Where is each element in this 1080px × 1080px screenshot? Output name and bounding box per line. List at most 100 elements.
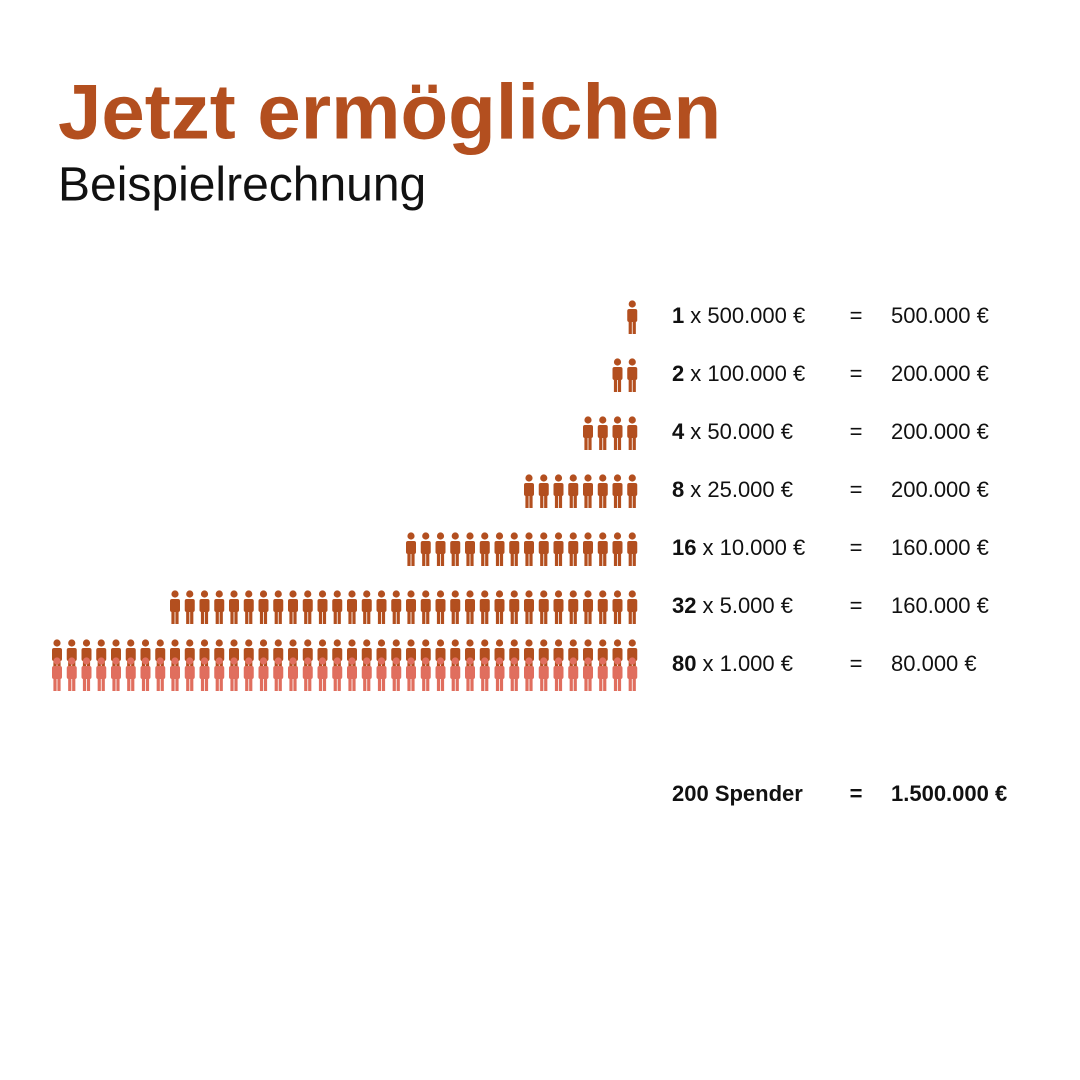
icon-body bbox=[361, 599, 372, 612]
icon-leg bbox=[200, 609, 205, 624]
icon-leg bbox=[599, 609, 603, 624]
amount: x 50.000 € bbox=[690, 419, 793, 444]
icon-leg bbox=[599, 658, 603, 673]
icon-body bbox=[420, 666, 431, 679]
person-icon bbox=[435, 532, 446, 566]
icon-leg bbox=[160, 676, 164, 691]
icon-body bbox=[479, 599, 490, 612]
icon-head bbox=[407, 639, 415, 647]
icon-head bbox=[495, 590, 504, 598]
icon-body bbox=[376, 648, 387, 661]
icon-leg bbox=[540, 676, 544, 691]
icon-head bbox=[599, 532, 607, 540]
person-icon bbox=[170, 657, 180, 691]
person-icon bbox=[597, 416, 608, 450]
icon-body bbox=[184, 666, 195, 679]
icon-leg bbox=[573, 676, 577, 691]
icon-head bbox=[274, 657, 282, 665]
icon-leg bbox=[190, 609, 194, 624]
icon-leg bbox=[603, 435, 607, 450]
person-icon bbox=[627, 474, 638, 508]
person-icon bbox=[597, 639, 608, 673]
icon-leg bbox=[540, 658, 544, 673]
icon-body bbox=[214, 666, 225, 679]
icon-leg bbox=[588, 435, 592, 450]
person-icon bbox=[229, 590, 239, 624]
icon-leg bbox=[381, 609, 386, 624]
icon-body bbox=[214, 648, 225, 661]
icon-leg bbox=[215, 609, 219, 624]
icon-leg bbox=[436, 551, 441, 566]
icon-leg bbox=[249, 658, 253, 673]
icon-body bbox=[538, 483, 549, 496]
person-icon bbox=[450, 590, 461, 624]
icon-leg bbox=[175, 676, 179, 691]
icon-head bbox=[422, 532, 430, 540]
icon-head bbox=[289, 639, 297, 647]
person-icon bbox=[184, 639, 195, 673]
icon-leg bbox=[367, 609, 371, 624]
icon-body bbox=[553, 666, 564, 679]
icon-head bbox=[230, 639, 238, 647]
icon-body bbox=[597, 483, 608, 496]
total: 200.000 € bbox=[891, 419, 989, 444]
icon-leg bbox=[510, 658, 514, 673]
icon-body bbox=[494, 541, 505, 554]
person-icon bbox=[170, 639, 180, 673]
icon-body bbox=[347, 648, 357, 661]
person-icon bbox=[81, 639, 92, 673]
icon-leg bbox=[617, 609, 622, 624]
icon-head bbox=[510, 532, 518, 540]
icon-head bbox=[525, 639, 533, 647]
count: 80 bbox=[672, 651, 696, 676]
icon-body bbox=[420, 599, 431, 612]
icon-leg bbox=[455, 676, 459, 691]
person-icon bbox=[612, 657, 623, 691]
icon-leg bbox=[333, 609, 337, 624]
icon-head bbox=[628, 639, 636, 647]
icon-leg bbox=[588, 609, 592, 624]
icon-body bbox=[302, 666, 313, 679]
icon-leg bbox=[573, 658, 577, 673]
icon-leg bbox=[204, 676, 209, 691]
person-icon bbox=[465, 639, 475, 673]
icon-leg bbox=[396, 676, 400, 691]
row-text: 16 x 10.000 € bbox=[672, 535, 805, 560]
icon-leg bbox=[617, 435, 622, 450]
person-icon bbox=[627, 590, 638, 624]
total: 200.000 € bbox=[891, 477, 989, 502]
icon-leg bbox=[569, 493, 573, 508]
icon-head bbox=[422, 590, 430, 598]
amount: x 10.000 € bbox=[702, 535, 805, 560]
icon-head bbox=[584, 532, 592, 540]
icon-leg bbox=[499, 551, 504, 566]
icon-leg bbox=[249, 609, 253, 624]
icon-leg bbox=[485, 676, 489, 691]
icon-leg bbox=[348, 658, 352, 673]
icon-leg bbox=[451, 609, 455, 624]
icon-head bbox=[377, 639, 386, 647]
icon-leg bbox=[466, 609, 470, 624]
icon-leg bbox=[322, 609, 327, 624]
icon-leg bbox=[544, 609, 548, 624]
person-icon bbox=[465, 532, 475, 566]
icon-leg bbox=[529, 676, 533, 691]
icon-leg bbox=[495, 658, 500, 673]
icon-leg bbox=[392, 658, 396, 673]
person-icon bbox=[214, 657, 225, 691]
person-icon bbox=[273, 657, 284, 691]
icon-leg bbox=[230, 658, 234, 673]
icon-body bbox=[273, 666, 284, 679]
icon-leg bbox=[617, 493, 622, 508]
icon-leg bbox=[558, 493, 563, 508]
person-icon bbox=[553, 639, 564, 673]
icon-leg bbox=[588, 658, 592, 673]
icon-leg bbox=[259, 676, 264, 691]
person-icon bbox=[627, 639, 638, 673]
icon-leg bbox=[455, 609, 459, 624]
icon-body bbox=[450, 648, 461, 661]
icon-leg bbox=[510, 676, 514, 691]
icon-body bbox=[538, 648, 549, 661]
icon-leg bbox=[407, 609, 411, 624]
